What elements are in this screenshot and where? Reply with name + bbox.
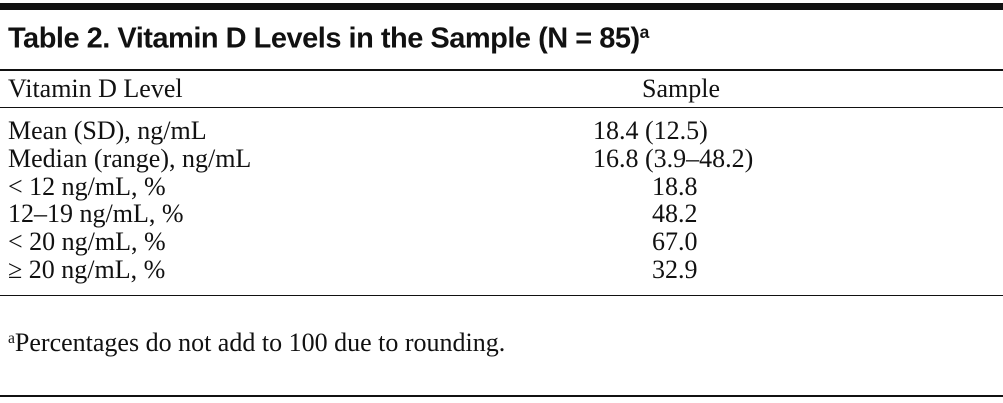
- row-value: 48.2: [652, 199, 698, 229]
- column-header: Sample: [642, 74, 720, 103]
- row-label: 12–19 ng/mL, %: [8, 199, 184, 229]
- footnote-text: Percentages do not add to 100 due to rou…: [14, 328, 506, 357]
- footnote: aPercentages do not add to 100 due to ro…: [8, 328, 505, 358]
- row-value: 67.0: [652, 227, 698, 257]
- row-label: < 12 ng/mL, %: [8, 171, 166, 201]
- row-value: 16.8 (3.9–48.2): [593, 143, 754, 173]
- row-value: 18.8: [652, 171, 698, 201]
- row-label: ≥ 20 ng/mL, %: [8, 255, 166, 284]
- table-title: Table 2. Vitamin D Levels in the Sample …: [8, 22, 649, 55]
- body-rule: [0, 295, 1003, 296]
- header-rule: [0, 107, 1003, 108]
- top-rule: [0, 3, 1003, 10]
- footnote-marker: a: [8, 329, 15, 347]
- title-note: a: [639, 22, 650, 42]
- bottom-rule: [0, 395, 1003, 397]
- row-label: < 20 ng/mL, %: [8, 227, 166, 257]
- row-value: 18.4 (12.5): [593, 116, 708, 145]
- title-rule: [0, 69, 1003, 71]
- title-text: Table 2. Vitamin D Levels in the Sample …: [8, 22, 640, 55]
- column-header: Vitamin D Level: [8, 74, 183, 103]
- row-value: 32.9: [652, 255, 698, 284]
- row-label: Median (range), ng/mL: [8, 143, 252, 173]
- row-label: Mean (SD), ng/mL: [8, 116, 207, 145]
